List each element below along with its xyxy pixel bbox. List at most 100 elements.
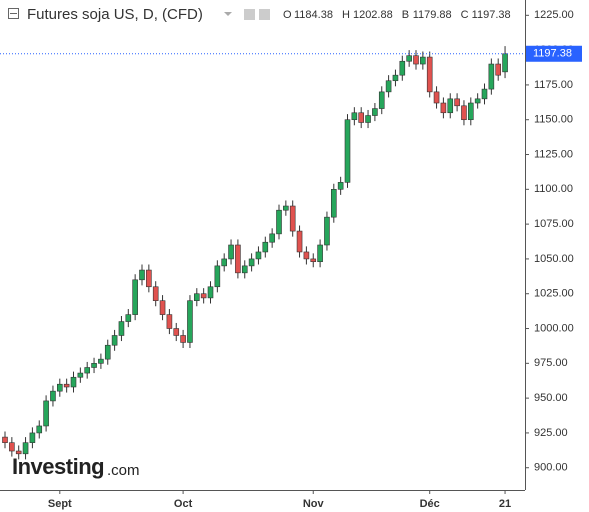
last-price-label: 1197.38 (533, 48, 572, 60)
watermark-brand: Investing (12, 454, 104, 479)
candle-body (420, 56, 426, 65)
candle-body (330, 189, 337, 218)
ohlc-value: 1179.88 (413, 9, 452, 21)
candle-body (317, 244, 323, 263)
candle-body (433, 91, 440, 104)
candle-body (454, 98, 460, 107)
ohlc-value: 1202.88 (353, 9, 393, 21)
candle-body (262, 241, 269, 253)
candle-body (77, 372, 84, 378)
candle-body (221, 258, 227, 267)
dropdown-icon[interactable] (224, 12, 232, 16)
candle-body (132, 279, 138, 315)
y-tick-label: 1075.00 (534, 218, 574, 230)
x-tick-label: 21 (499, 498, 511, 510)
candle-body (43, 400, 49, 427)
candle-body (303, 251, 310, 260)
plot: 900.00 925.00 950.00 975.00 1000.00 1025.00 10… (0, 9, 582, 510)
candle-body (399, 60, 406, 76)
candle-body (125, 314, 132, 322)
candle-body (255, 251, 262, 260)
candle-body (344, 119, 351, 183)
y-tick-label: 975.00 (534, 357, 568, 369)
y-tick-label: 900.00 (534, 462, 568, 474)
candle-body (365, 115, 371, 123)
candle-body (180, 335, 186, 343)
candle-body (372, 108, 378, 116)
candle-body (166, 314, 173, 329)
candle-body (207, 286, 214, 299)
ohlc-value: 1184.38 (294, 9, 333, 21)
y-tick-label: 1175.00 (534, 79, 573, 91)
candle-body (104, 344, 111, 360)
candle-body (173, 328, 180, 336)
candle-body (194, 293, 200, 301)
last-price-tag (526, 45, 582, 62)
x-tick-label: Nov (303, 498, 325, 510)
candle-body (461, 105, 467, 121)
collapse-icon[interactable] (8, 8, 19, 19)
y-tick-label: 1100.00 (534, 183, 573, 195)
candle-body (358, 112, 365, 123)
candle-body (214, 265, 221, 288)
candle-body (36, 425, 43, 434)
candle-body (310, 258, 317, 263)
candle-body (481, 88, 488, 100)
x-tick-label: Sept (48, 498, 72, 510)
candle-body (15, 450, 22, 455)
candle-body (228, 244, 234, 260)
candle-body (447, 98, 454, 114)
candle-body (50, 390, 56, 402)
y-tick-label: 1150.00 (534, 114, 573, 126)
candle-body (63, 383, 70, 388)
ohlc-key: H (342, 9, 350, 21)
ohlc-value: 1197.38 (472, 9, 511, 21)
candle-body (289, 205, 296, 232)
candle-body (269, 233, 275, 243)
candle-body (426, 56, 433, 93)
candle-body (111, 335, 118, 346)
y-tick-label: 1050.00 (534, 253, 574, 265)
candle-body (276, 209, 282, 235)
ohlc-key: B (402, 9, 409, 21)
chart-title: Futures soja US, D, (CFD) (27, 6, 203, 23)
candle-body (235, 244, 241, 274)
y-tick-label: 1125.00 (534, 148, 573, 160)
candle-body (2, 436, 8, 443)
candle-body (248, 258, 255, 267)
x-tick-label: Déc (420, 498, 440, 510)
candle-body (98, 358, 104, 364)
candle-body (385, 80, 392, 93)
candle-body (474, 98, 481, 104)
watermark-domain: .com (107, 462, 140, 479)
candle-body (241, 265, 248, 274)
candle-body (378, 91, 385, 109)
ohlc-header: O 1184.38 H 1202.88 B 1179.88 C 1197.38 (283, 9, 511, 21)
candle-body (324, 216, 330, 246)
y-tick-label: 925.00 (534, 427, 568, 439)
candle-body (351, 112, 358, 121)
candle-body (9, 442, 15, 452)
x-tick-label: Oct (174, 498, 193, 510)
candle-body (139, 269, 145, 281)
y-tick-label: 1025.00 (534, 288, 574, 300)
candle-body (413, 55, 419, 65)
candle-body (146, 269, 152, 288)
candle-body (22, 442, 29, 455)
settings-icon[interactable] (244, 9, 255, 20)
candle-body (337, 182, 344, 190)
ohlc-key: O (283, 9, 292, 21)
candle-body (467, 102, 474, 121)
close-icon[interactable] (259, 9, 270, 20)
candle-body (187, 300, 193, 343)
candle-body (118, 321, 125, 336)
y-tick-label: 1225.00 (534, 9, 574, 21)
candle-body (488, 63, 495, 90)
ohlc-key: C (461, 9, 469, 21)
candle-body (56, 383, 63, 392)
candle-body (91, 363, 97, 368)
candle-body (84, 367, 90, 374)
candle-body (392, 74, 399, 82)
y-tick-label: 1000.00 (534, 322, 574, 334)
